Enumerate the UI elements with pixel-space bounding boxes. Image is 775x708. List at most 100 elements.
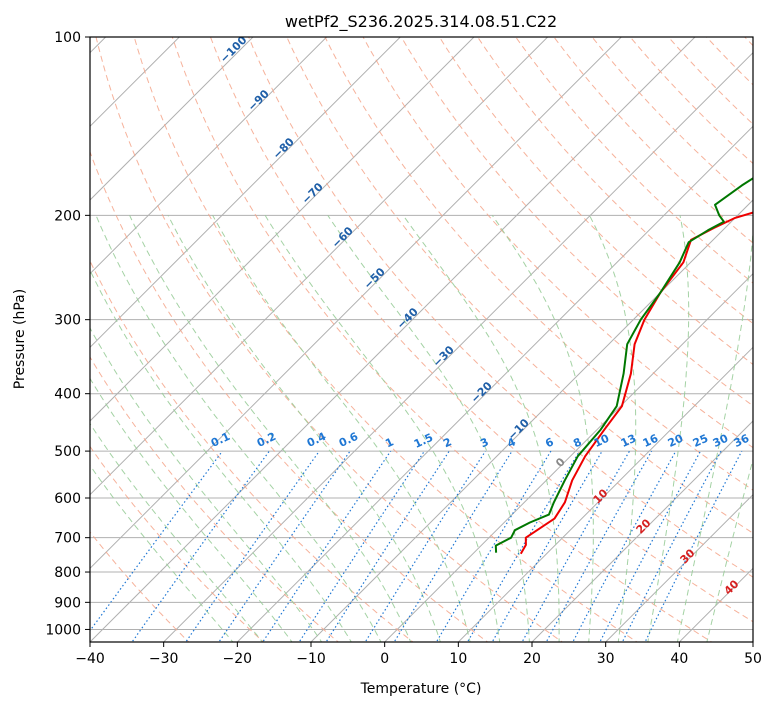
isotherm-line <box>236 125 753 642</box>
dry-adiabat-line <box>133 37 638 642</box>
moist-adiabat-line <box>212 215 471 642</box>
mixing-ratio-line <box>325 450 450 642</box>
y-tick-label: 600 <box>54 491 81 507</box>
mixing-ratio-label: 36 <box>732 432 752 450</box>
mixing-ratio-label: 10 <box>592 432 612 450</box>
y-tick-label: 900 <box>54 595 81 611</box>
isotherm-line <box>90 37 254 201</box>
dewpoint-profile-line <box>494 177 753 553</box>
dry-adiabat-label: −90 <box>245 87 272 114</box>
isotherm-line <box>604 493 753 642</box>
dry-adiabat-line <box>90 531 190 642</box>
moist-adiabat-line <box>327 215 530 642</box>
isotherm-line <box>90 37 181 128</box>
isotherm-line <box>90 37 475 422</box>
mixing-ratio-label: 16 <box>641 432 661 450</box>
moist-adiabat-line <box>95 215 382 642</box>
dry-adiabat-line <box>438 37 753 366</box>
dry-adiabat-label: −100 <box>218 33 250 65</box>
moist-adiabat-label: 0 <box>553 455 568 470</box>
moist-adiabat-line <box>90 269 352 642</box>
dry-adiabat-label: −80 <box>270 135 297 162</box>
moist-adiabat-label: 40 <box>722 577 742 597</box>
isotherm-line <box>90 37 402 349</box>
x-axis: −40 −30 −20 −10 0 10 20 30 40 50 <box>75 642 762 667</box>
moist-adiabat-line <box>90 327 323 642</box>
mixing-ratio-line <box>621 450 722 642</box>
mixing-ratio-label: 13 <box>619 432 638 450</box>
isotherm-line <box>383 272 753 642</box>
x-tick-label: 40 <box>670 651 688 667</box>
moist-adiabat-line <box>589 215 637 642</box>
mixing-ratio-line <box>262 450 392 642</box>
mixing-ratio-label: 20 <box>666 432 686 450</box>
dry-adiabat-line <box>90 150 489 642</box>
mixing-ratio-label: 30 <box>711 432 731 450</box>
moist-adiabat-label: 20 <box>634 516 654 536</box>
chart-title: wetPf2_S236.2025.314.08.51.C22 <box>285 12 557 32</box>
dry-adiabat-line <box>362 37 753 449</box>
mixing-ratio-line <box>599 450 702 642</box>
isotherm-line <box>310 199 753 642</box>
mixing-ratio-label: 3 <box>478 435 490 450</box>
moist-adiabat-label: 30 <box>678 546 698 566</box>
x-tick-label: −10 <box>296 651 326 667</box>
isotherm-line <box>90 37 328 275</box>
mixing-ratio-line <box>364 450 486 642</box>
mixing-ratio-line <box>298 450 425 642</box>
y-tick-label: 1000 <box>45 622 81 638</box>
dry-adiabat-label: −20 <box>468 379 495 406</box>
y-tick-label: 500 <box>54 444 81 460</box>
moist-adiabat-line <box>647 215 690 642</box>
x-tick-label: 50 <box>744 651 762 667</box>
moist-adiabat-label: 10 <box>591 486 611 506</box>
plot-background-lines <box>90 37 753 642</box>
dry-adiabat-label: −50 <box>361 265 388 292</box>
dry-adiabat-line <box>90 445 265 642</box>
mixing-ratio-line <box>644 450 743 642</box>
dry-adiabat-line <box>667 37 753 125</box>
isotherm-line <box>752 641 753 642</box>
temperature-profile-line <box>519 211 753 555</box>
y-tick-label: 200 <box>54 208 81 224</box>
moist-adiabat-line <box>491 215 594 642</box>
dry-adiabat-label: −60 <box>329 224 356 251</box>
y-tick-label: 800 <box>54 565 81 581</box>
dry-adiabat-line <box>400 37 753 407</box>
x-tick-label: −20 <box>223 651 253 667</box>
x-tick-label: −30 <box>149 651 179 667</box>
mixing-ratio-label: 6 <box>543 435 556 450</box>
y-axis-label: Pressure (hPa) <box>12 289 28 389</box>
isotherm-line <box>457 346 753 642</box>
dry-adiabat-line <box>324 37 753 491</box>
dry-adiabat-label: −30 <box>430 343 457 370</box>
x-tick-label: −40 <box>75 651 105 667</box>
isotherm-line <box>162 51 753 642</box>
mixing-ratio-line <box>185 450 320 642</box>
plot-annotations: −100−90−80−70−60−50−40−30−20−100.1 0.2 0.4… <box>209 33 752 597</box>
isotherm-line <box>90 37 696 642</box>
y-tick-label: 300 <box>54 313 81 329</box>
dry-adiabat-line <box>95 37 564 642</box>
dry-adiabat-label: −70 <box>299 180 326 207</box>
mixing-ratio-line <box>572 450 677 642</box>
moist-adiabat-line <box>264 215 501 642</box>
y-tick-label: 100 <box>54 30 81 46</box>
dry-adiabat-line <box>705 37 753 86</box>
mixing-ratio-line <box>90 450 223 632</box>
mixing-ratio-label: 0.6 <box>337 430 360 450</box>
mixing-ratio-line <box>435 450 552 642</box>
mixing-ratio-label: 25 <box>691 432 710 450</box>
dry-adiabat-line <box>591 37 753 204</box>
moist-adiabat-line <box>167 215 441 642</box>
y-tick-label: 700 <box>54 531 81 547</box>
x-tick-label: 10 <box>449 651 467 667</box>
dry-adiabat-line <box>629 37 753 165</box>
moist-adiabat-line <box>90 377 293 642</box>
mixing-ratio-label: 2 <box>441 435 453 450</box>
plot-frame <box>89 36 754 643</box>
moist-adiabat-line <box>90 422 264 642</box>
moist-adiabat-line <box>129 215 412 642</box>
y-axis: 100 200 300 400 500 600 700 800 900 1000 <box>45 30 90 638</box>
